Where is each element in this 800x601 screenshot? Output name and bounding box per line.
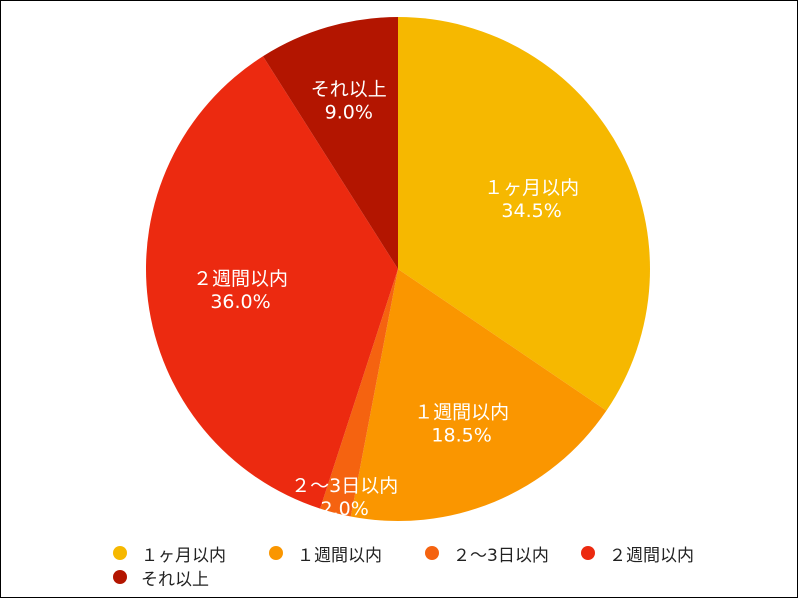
slice-value-label: 9.0% — [325, 102, 373, 124]
slice-value-label: 18.5% — [431, 425, 491, 447]
pie-slice — [398, 17, 650, 411]
legend-marker — [581, 546, 595, 560]
legend-marker — [113, 570, 127, 584]
slice-value-label: 34.5% — [501, 200, 561, 222]
pie-slice — [320, 269, 398, 517]
legend-marker — [113, 546, 127, 560]
pie-slices — [145, 17, 650, 522]
slice-category-label: １ヶ月以内 — [484, 177, 579, 199]
legend-label: ２週間以内 — [609, 545, 694, 566]
slice-category-label: ２週間以内 — [193, 268, 288, 290]
pie-slice — [262, 17, 398, 269]
legend-row-1: １ヶ月以内 １週間以内 ２〜3日以内 ２週間以内 — [113, 541, 773, 566]
legend-label: ２〜3日以内 — [453, 545, 549, 566]
legend: １ヶ月以内 １週間以内 ２〜3日以内 ２週間以内 それ以上 — [113, 541, 773, 590]
legend-item-2-3-days: ２〜3日以内 — [425, 541, 581, 566]
legend-item-2-weeks: ２週間以内 — [581, 541, 737, 566]
legend-label: １週間以内 — [297, 545, 382, 566]
pie-slice — [145, 56, 398, 509]
pie-slice — [350, 269, 607, 522]
legend-label: １ヶ月以内 — [141, 545, 226, 566]
legend-item-1-week: １週間以内 — [269, 541, 425, 566]
slice-value-label: 2.0% — [321, 498, 369, 520]
slice-category-label: それ以上 — [311, 79, 387, 101]
legend-label: それ以上 — [141, 569, 209, 590]
legend-item-1-month: １ヶ月以内 — [113, 541, 269, 566]
legend-marker — [269, 546, 283, 560]
slice-category-label: １週間以内 — [414, 402, 509, 424]
slice-category-label: ２〜3日以内 — [291, 475, 398, 497]
legend-row-2: それ以上 — [113, 565, 773, 590]
slice-value-label: 36.0% — [210, 291, 270, 313]
legend-item-more: それ以上 — [113, 565, 269, 590]
legend-marker — [425, 546, 439, 560]
